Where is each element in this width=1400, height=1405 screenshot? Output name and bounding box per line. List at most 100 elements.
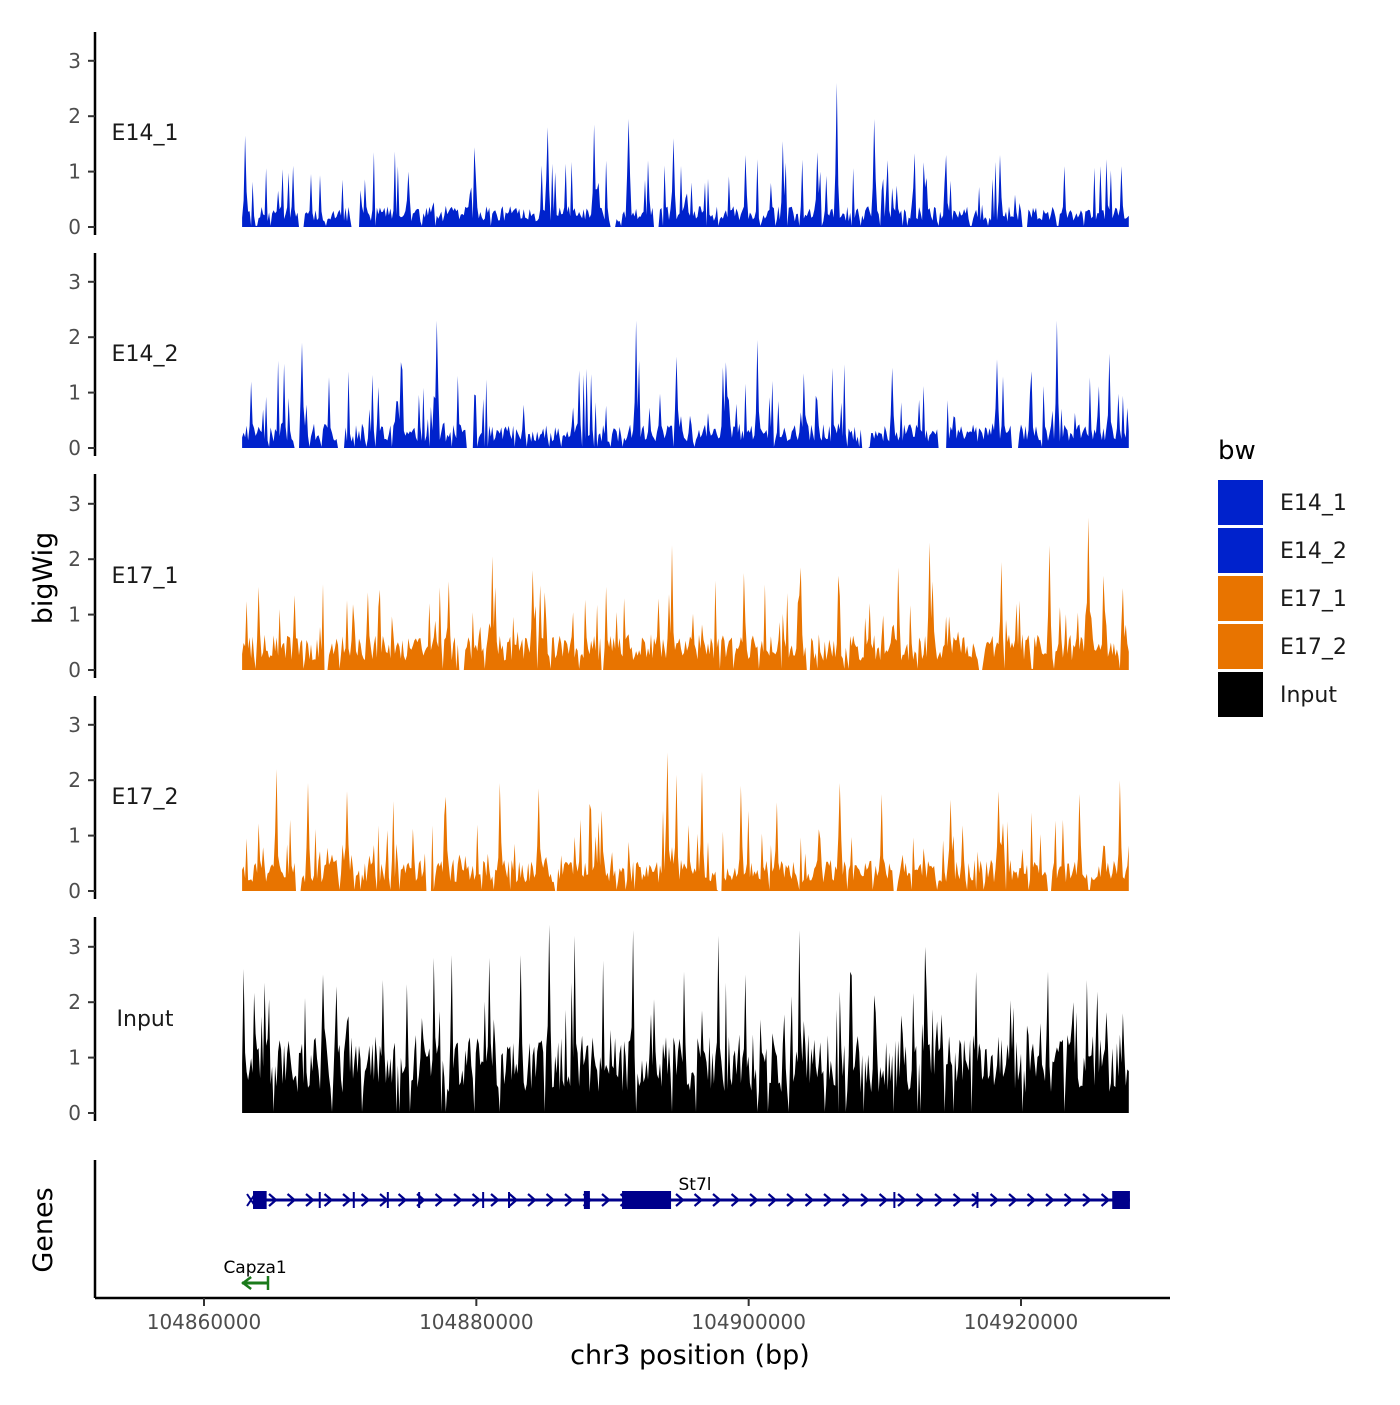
track-label: Input (117, 1007, 174, 1032)
strand-arrow (241, 1276, 252, 1290)
legend-label: Input (1280, 683, 1337, 708)
strand-arrow (490, 1193, 500, 1207)
strand-arrow (675, 1193, 685, 1207)
gene-label: Capza1 (223, 1258, 286, 1278)
y-tick-label: 3 (68, 713, 81, 737)
genes-panel: St7l Capza1 (93, 1160, 1130, 1298)
strand-arrow (434, 1193, 445, 1207)
strand-arrow (305, 1193, 315, 1207)
strand-arrow (268, 1193, 278, 1207)
gene-st7l: St7l (246, 1175, 1130, 1209)
gene-capza1: Capza1 (223, 1258, 287, 1290)
strand-arrow (767, 1193, 778, 1207)
strand-arrow (841, 1193, 852, 1207)
legend-label: E17_1 (1280, 587, 1347, 612)
track-label: E17_1 (112, 564, 179, 589)
strand-arrow (601, 1193, 611, 1207)
x-tick-label: 104900000 (691, 1310, 806, 1334)
x-tick-label: 104860000 (147, 1310, 262, 1334)
gene-label: St7l (679, 1175, 712, 1195)
track-label: E14_2 (112, 342, 179, 367)
strand-arrow (934, 1193, 944, 1207)
legend: bw E14_1 E14_2 E17_1 E17_2 Input (1218, 436, 1347, 717)
strand-arrow (1045, 1193, 1055, 1207)
strand-arrow (527, 1193, 537, 1207)
strand-arrow (989, 1193, 1000, 1207)
signal-area-e14-1 (242, 83, 1129, 227)
strand-arrow (1008, 1193, 1018, 1207)
strand-arrow (323, 1193, 334, 1207)
signal-tracks: 0 1 2 3 E14_1 0 1 2 3 E14_2 0 1 2 3 E17_1 0 1 2 3 E17_2 0 1 2 3… (68, 32, 1129, 1125)
strand-arrow (1082, 1193, 1092, 1207)
legend-label: E14_1 (1280, 491, 1347, 516)
legend-key-e14-2 (1218, 528, 1263, 573)
y-tick-label: 2 (68, 990, 81, 1014)
signal-area-e14-2 (242, 320, 1129, 448)
exon-block (253, 1191, 267, 1209)
strand-arrow (915, 1193, 926, 1207)
strand-arrow (545, 1193, 556, 1207)
x-tick-label: 104880000 (419, 1310, 534, 1334)
y-tick-label: 0 (68, 658, 81, 682)
strand-arrow (471, 1193, 482, 1207)
y-tick-label: 2 (68, 768, 81, 792)
strand-arrow (952, 1193, 963, 1207)
track-input: 0 1 2 3 Input (68, 917, 1129, 1125)
strand-arrow (730, 1193, 741, 1207)
y-tick-label: 0 (68, 215, 81, 239)
track-e17-1: 0 1 2 3 E17_1 (68, 474, 1129, 682)
strand-arrow (860, 1193, 870, 1207)
track-label: E14_1 (112, 121, 179, 146)
strand-arrow (897, 1193, 907, 1207)
y-tick-label: 2 (68, 547, 81, 571)
strand-arrow (712, 1193, 722, 1207)
legend-key-e17-2 (1218, 624, 1263, 669)
y-tick-label: 1 (68, 1046, 81, 1070)
y-tick-label: 1 (68, 381, 81, 405)
legend-label: E14_2 (1280, 539, 1347, 564)
genes-axis-title: Genes (28, 1187, 59, 1272)
strand-arrow (971, 1193, 981, 1207)
strand-arrow (508, 1193, 519, 1207)
y-tick-label: 2 (68, 325, 81, 349)
strand-arrow (749, 1193, 759, 1207)
signal-area-e17-2 (242, 752, 1129, 891)
y-tick-label: 3 (68, 270, 81, 294)
strand-arrow (786, 1193, 796, 1207)
y-tick-label: 2 (68, 104, 81, 128)
strand-arrow (823, 1193, 833, 1207)
strand-arrow (397, 1193, 408, 1207)
track-e14-2: 0 1 2 3 E14_2 (68, 253, 1129, 460)
track-label: E17_2 (112, 785, 179, 810)
strand-arrow (1100, 1193, 1111, 1207)
strand-arrow (342, 1193, 352, 1207)
exon-block (1112, 1191, 1130, 1209)
strand-arrow (360, 1193, 371, 1207)
strand-arrow (878, 1193, 889, 1207)
legend-label: E17_2 (1280, 635, 1347, 660)
x-axis-title: chr3 position (bp) (570, 1340, 810, 1371)
track-e17-2: 0 1 2 3 E17_2 (68, 696, 1129, 903)
track-e14-1: 0 1 2 3 E14_1 (68, 32, 1129, 239)
y-tick-label: 0 (68, 879, 81, 903)
y-tick-label: 0 (68, 436, 81, 460)
strand-arrow (693, 1193, 704, 1207)
exon-block (583, 1191, 590, 1209)
legend-key-e14-1 (1218, 480, 1263, 525)
y-tick-label: 3 (68, 492, 81, 516)
legend-title: bw (1218, 436, 1256, 466)
y-tick-label: 1 (68, 160, 81, 184)
strand-arrow (286, 1193, 297, 1207)
x-axis: 104860000 104880000 104900000 104920000 (95, 1296, 1170, 1334)
signal-area-input (242, 924, 1129, 1113)
y-tick-label: 0 (68, 1101, 81, 1125)
legend-key-input (1218, 672, 1263, 717)
strand-arrow (564, 1193, 574, 1207)
y-axis-title: bigWig (28, 532, 59, 625)
legend-key-e17-1 (1218, 576, 1263, 621)
exon-block (622, 1191, 672, 1209)
x-tick-label: 104920000 (964, 1310, 1079, 1334)
signal-area-e17-1 (242, 517, 1129, 670)
